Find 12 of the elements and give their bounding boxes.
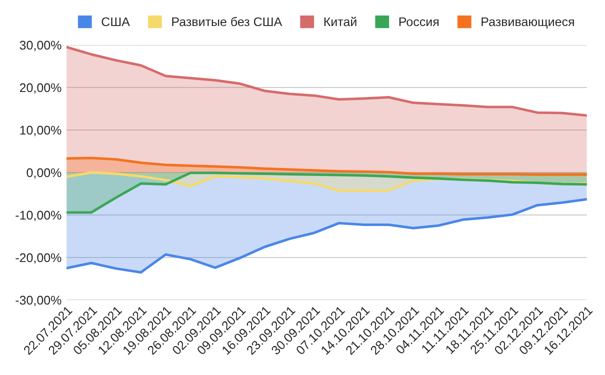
legend-label: США: [102, 17, 130, 26]
legend-label: Развивающиеся: [482, 17, 574, 29]
y-tick-label: 10,00%: [20, 126, 62, 136]
y-tick-label: -30,00%: [16, 296, 62, 306]
y-tick-label: 0,00%: [26, 168, 62, 179]
legend-label: Китай: [324, 16, 356, 26]
y-tick-label: -20,00%: [16, 253, 62, 264]
y-tick-label: 20,00%: [20, 83, 62, 94]
legend-label: Развитые без США: [172, 16, 282, 26]
y-tick-label: 30,00%: [20, 40, 62, 52]
legend-label: Россия: [399, 17, 439, 26]
y-tick-label: -10,00%: [16, 210, 62, 222]
